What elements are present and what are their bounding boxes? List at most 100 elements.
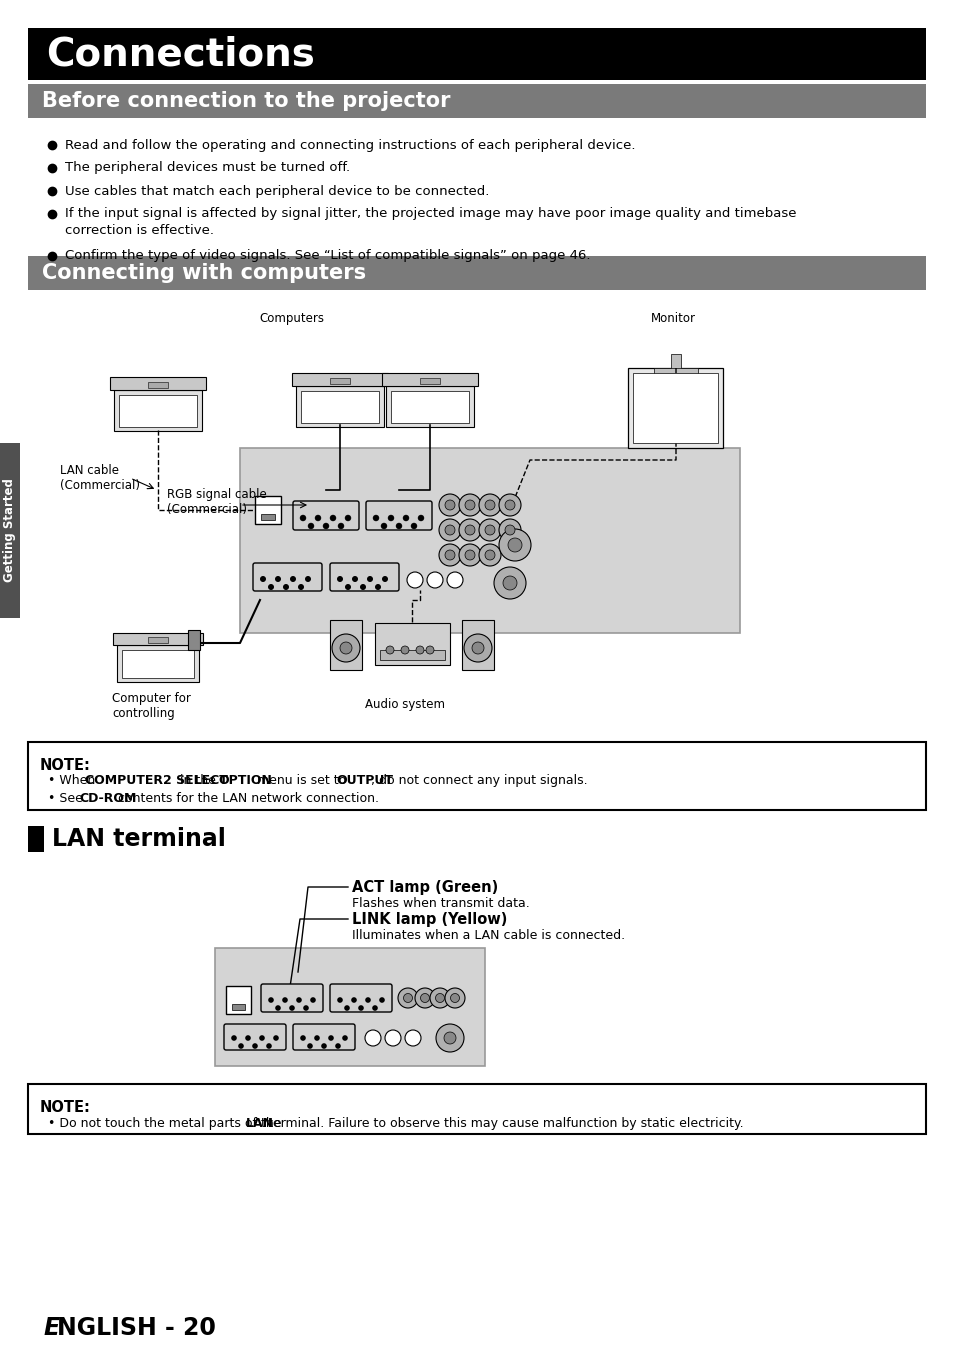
Circle shape: [365, 1029, 380, 1046]
Circle shape: [498, 519, 520, 540]
Text: menu is set to: menu is set to: [253, 774, 350, 788]
Circle shape: [373, 515, 378, 521]
Text: Connecting with computers: Connecting with computers: [42, 263, 366, 282]
FancyBboxPatch shape: [261, 984, 323, 1012]
Bar: [295, 386, 384, 427]
Circle shape: [458, 519, 480, 540]
Circle shape: [274, 1005, 280, 1011]
Circle shape: [436, 1024, 463, 1052]
Circle shape: [359, 584, 366, 590]
Bar: [381, 373, 477, 386]
Circle shape: [231, 1035, 236, 1040]
Text: correction is effective.: correction is effective.: [65, 223, 213, 236]
FancyBboxPatch shape: [330, 984, 392, 1012]
Circle shape: [484, 550, 495, 561]
FancyBboxPatch shape: [293, 1024, 355, 1050]
Bar: [386, 386, 474, 427]
Text: Computers: Computers: [259, 312, 324, 326]
Bar: [461, 620, 494, 670]
Bar: [330, 620, 361, 670]
Text: RGB signal cable
(Commercial): RGB signal cable (Commercial): [167, 488, 267, 516]
Text: LAN: LAN: [246, 1117, 274, 1129]
Circle shape: [260, 576, 266, 582]
Text: Illuminates when a LAN cable is connected.: Illuminates when a LAN cable is connecte…: [352, 929, 624, 942]
Circle shape: [464, 500, 475, 509]
Text: Read and follow the operating and connecting instructions of each peripheral dev: Read and follow the operating and connec…: [65, 139, 635, 151]
Circle shape: [385, 1029, 400, 1046]
Circle shape: [438, 519, 460, 540]
Circle shape: [504, 526, 515, 535]
Circle shape: [400, 646, 409, 654]
Circle shape: [336, 997, 342, 1002]
Text: in the: in the: [176, 774, 220, 788]
Circle shape: [430, 988, 450, 1008]
Circle shape: [268, 997, 274, 1002]
Circle shape: [337, 523, 344, 530]
Bar: [419, 378, 439, 384]
Circle shape: [273, 1035, 278, 1040]
Circle shape: [435, 993, 444, 1002]
Circle shape: [328, 1035, 334, 1040]
Text: Connections: Connections: [46, 35, 314, 73]
Circle shape: [494, 567, 525, 598]
FancyBboxPatch shape: [366, 501, 432, 530]
Bar: [28, 1084, 925, 1133]
Bar: [240, 449, 740, 634]
Circle shape: [397, 988, 417, 1008]
Text: NOTE:: NOTE:: [40, 758, 91, 773]
Bar: [391, 390, 469, 423]
Circle shape: [367, 576, 373, 582]
Circle shape: [336, 576, 343, 582]
Text: contents for the LAN network connection.: contents for the LAN network connection.: [113, 792, 378, 805]
Text: COMPUTER2 SELECT: COMPUTER2 SELECT: [85, 774, 227, 788]
Circle shape: [289, 1005, 294, 1011]
Circle shape: [444, 500, 455, 509]
Circle shape: [297, 584, 304, 590]
Circle shape: [426, 646, 434, 654]
Text: LINK lamp (Yellow): LINK lamp (Yellow): [352, 912, 507, 927]
Circle shape: [478, 544, 500, 566]
Circle shape: [345, 515, 351, 521]
Bar: [214, 948, 484, 1066]
Circle shape: [305, 576, 311, 582]
Bar: [113, 390, 202, 431]
Bar: [122, 650, 193, 678]
Text: Audio system: Audio system: [365, 698, 444, 711]
Text: Confirm the type of video signals. See “List of compatible signals” on page 46.: Confirm the type of video signals. See “…: [65, 250, 590, 262]
Bar: [110, 377, 206, 390]
Circle shape: [283, 584, 289, 590]
Circle shape: [307, 1043, 313, 1048]
Bar: [628, 367, 722, 449]
Bar: [28, 255, 925, 290]
Text: Before connection to the projector: Before connection to the projector: [42, 91, 450, 111]
Circle shape: [274, 576, 281, 582]
Text: Use cables that match each peripheral device to be connected.: Use cables that match each peripheral de…: [65, 185, 489, 197]
Text: The peripheral devices must be turned off.: The peripheral devices must be turned of…: [65, 162, 350, 174]
Circle shape: [444, 526, 455, 535]
Circle shape: [299, 515, 306, 521]
Circle shape: [290, 576, 295, 582]
Bar: [148, 382, 168, 388]
Bar: [28, 84, 925, 118]
Circle shape: [372, 1005, 377, 1011]
Bar: [330, 378, 350, 384]
Text: Monitor: Monitor: [650, 312, 695, 326]
Bar: [28, 742, 925, 811]
Bar: [188, 630, 200, 650]
Circle shape: [300, 1035, 306, 1040]
Circle shape: [238, 1043, 244, 1048]
Circle shape: [339, 642, 352, 654]
Circle shape: [415, 988, 435, 1008]
Circle shape: [458, 544, 480, 566]
Bar: [292, 373, 388, 386]
Circle shape: [252, 1043, 257, 1048]
Bar: [148, 638, 168, 643]
Bar: [117, 644, 199, 682]
Circle shape: [498, 530, 531, 561]
Bar: [226, 986, 251, 1015]
Circle shape: [321, 1043, 327, 1048]
Circle shape: [444, 988, 464, 1008]
Text: NOTE:: NOTE:: [40, 1100, 91, 1115]
Bar: [232, 1004, 245, 1011]
Circle shape: [245, 1035, 251, 1040]
